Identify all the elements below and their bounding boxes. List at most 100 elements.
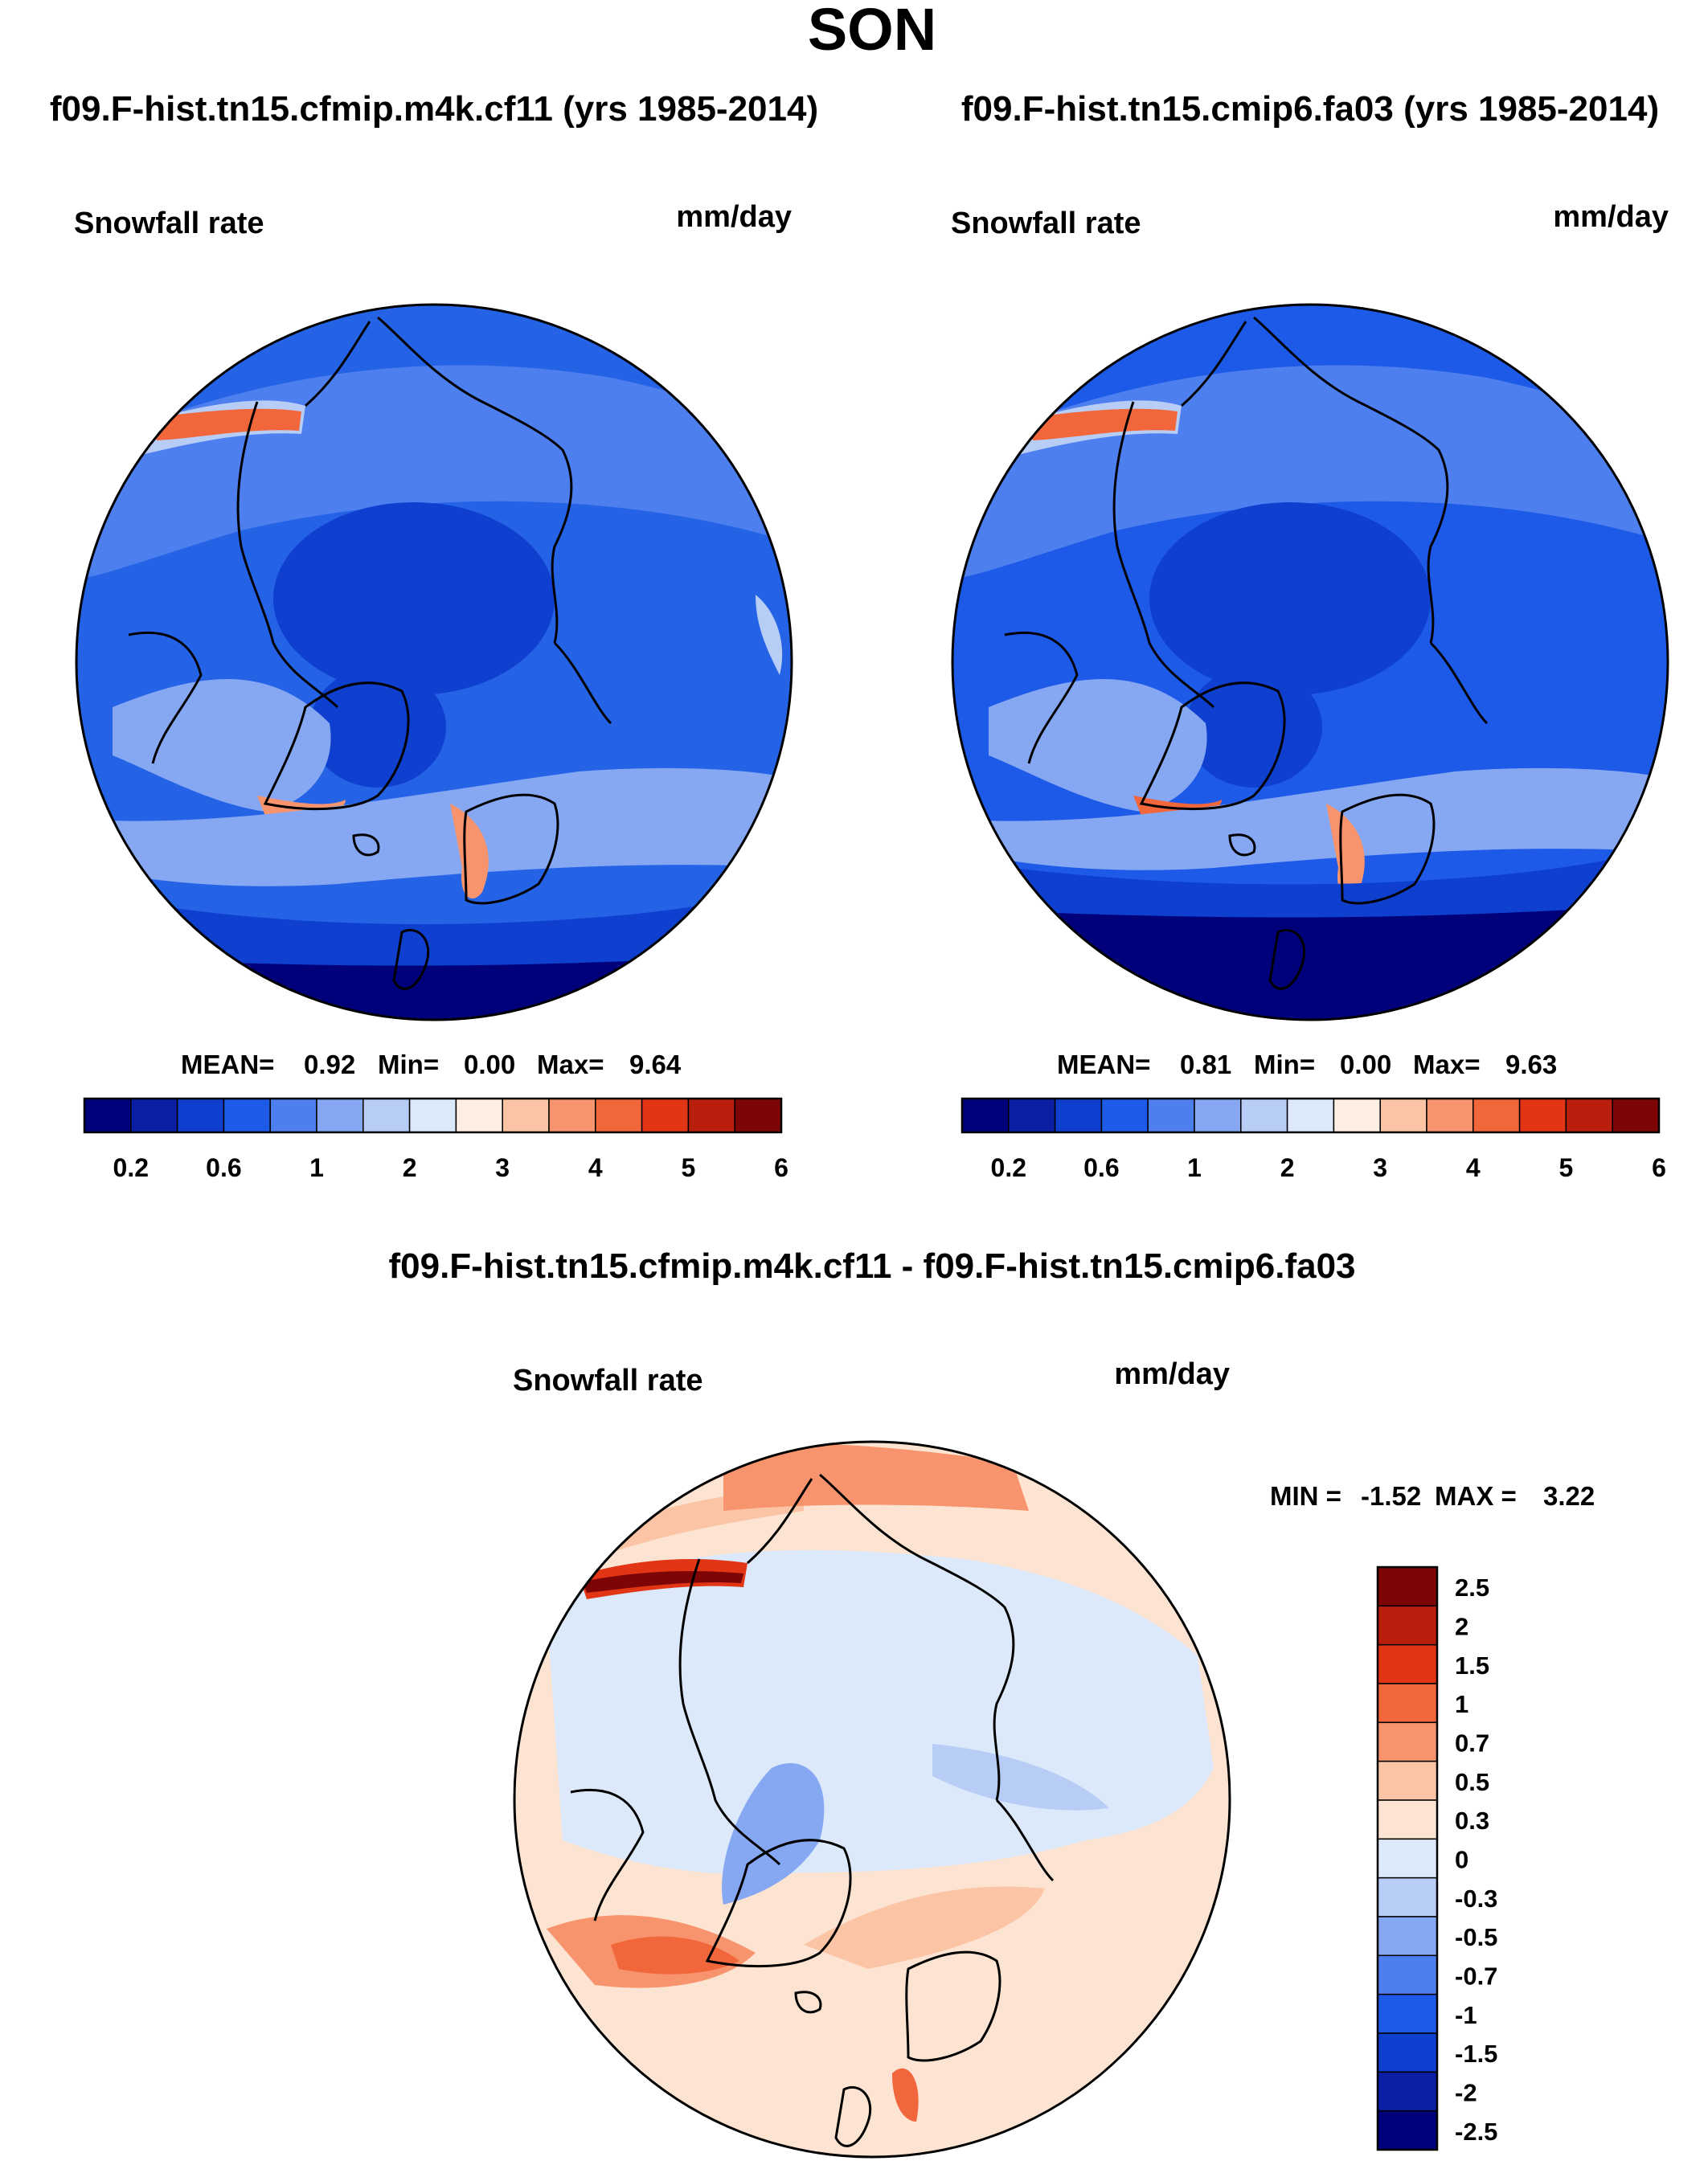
diff-colorbar-cell xyxy=(1377,1838,1438,1879)
diff-max-label: MAX = xyxy=(1435,1481,1517,1511)
diff-colorbar-cell xyxy=(1377,1954,1438,1995)
panel2-colorbar-cell xyxy=(1286,1098,1335,1133)
panel2-colorbar-cell xyxy=(1518,1098,1567,1133)
panel2-colorbar-cell xyxy=(1472,1098,1521,1133)
diff-colorbar-cell xyxy=(1377,2110,1438,2151)
panel2-colorbar-tick-label: 2 xyxy=(1280,1153,1295,1182)
panel1-colorbar-tick-label: 2 xyxy=(403,1153,417,1182)
diff-colorbar-tick-label: 0.3 xyxy=(1455,1807,1489,1835)
panel2-colorbar-cell xyxy=(1565,1098,1613,1133)
diff-colorbar-tick-label: -2 xyxy=(1455,2079,1477,2107)
panel2-min-label: Min= xyxy=(1254,1050,1315,1079)
panel2-colorbar-tick-label: 4 xyxy=(1466,1153,1481,1182)
panel1-title: f09.F-hist.tn15.cfmip.m4k.cf11 (yrs 1985… xyxy=(50,89,818,129)
panel2-units: mm/day xyxy=(1553,200,1669,234)
panel2-map-border xyxy=(951,303,1669,1021)
panel1-min-label: Min= xyxy=(378,1050,439,1079)
diff-colorbar-cell xyxy=(1377,1566,1438,1607)
diff-colorbar-tick-label: 1 xyxy=(1455,1690,1468,1718)
diff-colorbar-cell xyxy=(1377,1916,1438,1957)
panel1-mean-label: MEAN= xyxy=(181,1050,274,1079)
diff-colorbar-cell xyxy=(1377,1876,1438,1917)
diff-min-label: MIN = xyxy=(1270,1481,1341,1511)
panel1-colorbar-cell xyxy=(176,1098,225,1133)
diff-colorbar-cell xyxy=(1377,1760,1438,1801)
diff-coastlines xyxy=(570,1473,1055,2147)
panel2-colorbar-frame xyxy=(960,1097,1661,1134)
panel1-colorbar-cell xyxy=(130,1098,178,1133)
panel2-title: f09.F-hist.tn15.cmip6.fa03 (yrs 1985-201… xyxy=(961,89,1659,129)
diff-colorbar-cell xyxy=(1377,1799,1438,1840)
panel2-colorbar-cell xyxy=(1612,1098,1660,1133)
panel1-colorbar-cell xyxy=(595,1098,643,1133)
panel2-colorbar-cell xyxy=(1379,1098,1427,1133)
diff-min: -1.52 xyxy=(1361,1481,1421,1511)
panel1-max-label: Max= xyxy=(537,1050,604,1079)
panel2-colorbar: 0.2 0.6 1 2 3 4 5 6 xyxy=(960,1097,1666,1182)
diff-variable: Snowfall rate xyxy=(513,1364,703,1398)
panel2-min: 0.00 xyxy=(1340,1050,1391,1079)
diff-stats: MIN = -1.52 MAX = 3.22 xyxy=(1270,1481,1595,1511)
diff-colorbar: 2.5 2 1.5 1 0.7 0.5 0.3 0 -0.3 -0.5 -0.7 -1 -1.5 -2 -2… xyxy=(1376,1565,1497,2151)
diff-colorbar-cell xyxy=(1377,1683,1438,1724)
diff-colorbar-cell xyxy=(1377,1721,1438,1762)
diff-units: mm/day xyxy=(1114,1357,1230,1391)
panel2-colorbar-tick-label: 0.6 xyxy=(1083,1153,1119,1182)
diff-colorbar-cell xyxy=(1377,1605,1438,1646)
panel2-colorbar-tick-label: 3 xyxy=(1373,1153,1387,1182)
diff-colorbar-tick-label: -2.5 xyxy=(1455,2118,1497,2146)
panel2-max-label: Max= xyxy=(1413,1050,1480,1079)
panel2-mean: 0.81 xyxy=(1180,1050,1231,1079)
panel1-colorbar-tick-label: 5 xyxy=(682,1153,696,1182)
panel2-colorbar-cell xyxy=(1333,1098,1381,1133)
panel2-variable: Snowfall rate xyxy=(951,207,1141,240)
panel1-variable: Snowfall rate xyxy=(74,207,264,240)
diff-map-border xyxy=(513,1440,1231,2159)
panel2-stats: MEAN= 0.81 Min= 0.00 Max= 9.63 xyxy=(1057,1050,1557,1079)
diff-colorbar-tick-label: 0.5 xyxy=(1455,1768,1489,1796)
panel2-colorbar-cell xyxy=(1008,1098,1056,1133)
panel1-colorbar-cell xyxy=(641,1098,690,1133)
panel2-colorbar-tick-label: 5 xyxy=(1559,1153,1574,1182)
panel2-colorbar-cell xyxy=(961,1098,1010,1133)
panel1-stats: MEAN= 0.92 Min= 0.00 Max= 9.64 xyxy=(181,1050,682,1079)
diff-colorbar-cell xyxy=(1377,1993,1438,2034)
panel1-mean: 0.92 xyxy=(304,1050,355,1079)
diff-colorbar-cell xyxy=(1377,2032,1438,2073)
diff-colorbar-frame xyxy=(1376,1565,1439,2151)
panel2-colorbar-tick-label: 0.2 xyxy=(991,1153,1026,1182)
panel2-colorbar-tick-label: 6 xyxy=(1652,1153,1666,1182)
diff-colorbar-tick-label: -0.7 xyxy=(1455,1962,1497,1991)
panel1-colorbar-cell xyxy=(84,1098,132,1133)
panel1-colorbar-tick-label: 1 xyxy=(309,1153,324,1182)
panel2-colorbar-tick-label: 1 xyxy=(1187,1153,1202,1182)
diff-colorbar-tick-label: 2 xyxy=(1455,1613,1468,1641)
panel1-units: mm/day xyxy=(676,200,792,234)
diff-colorbar-tick-label: -0.3 xyxy=(1455,1885,1497,1913)
panel1-coastlines xyxy=(128,316,612,990)
panel1-colorbar-cell xyxy=(316,1098,364,1133)
diff-colorbar-cell xyxy=(1377,1643,1438,1684)
panel1-max: 9.64 xyxy=(629,1050,682,1079)
panel2-colorbar-cell xyxy=(1100,1098,1149,1133)
panel1-map-border xyxy=(75,303,793,1021)
panel1-colorbar-tick-label: 3 xyxy=(495,1153,510,1182)
panel1-colorbar-cell xyxy=(734,1098,782,1133)
panel1-colorbar-cell xyxy=(687,1098,735,1133)
panel1-colorbar-cell xyxy=(362,1098,411,1133)
panel2-colorbar-cell xyxy=(1426,1098,1474,1133)
diff-colorbar-tick-label: -1 xyxy=(1455,2001,1477,2029)
panel1-colorbar: 0.2 0.6 1 2 3 4 5 6 xyxy=(83,1097,788,1182)
panel1-map xyxy=(76,305,792,1020)
diff-colorbar-tick-label: -0.5 xyxy=(1455,1923,1497,1951)
panel2-max: 9.63 xyxy=(1505,1050,1557,1079)
panel2-map xyxy=(952,305,1668,1020)
panel2-colorbar-cell xyxy=(1147,1098,1195,1133)
diff-colorbar-tick-label: -1.5 xyxy=(1455,2040,1497,2068)
panel2-colorbar-cell xyxy=(1240,1098,1288,1133)
panel1-colorbar-cell xyxy=(269,1098,317,1133)
panel1-colorbar-tick-label: 4 xyxy=(588,1153,603,1182)
panel1-colorbar-cell xyxy=(502,1098,550,1133)
panel1-colorbar-cell xyxy=(455,1098,503,1133)
